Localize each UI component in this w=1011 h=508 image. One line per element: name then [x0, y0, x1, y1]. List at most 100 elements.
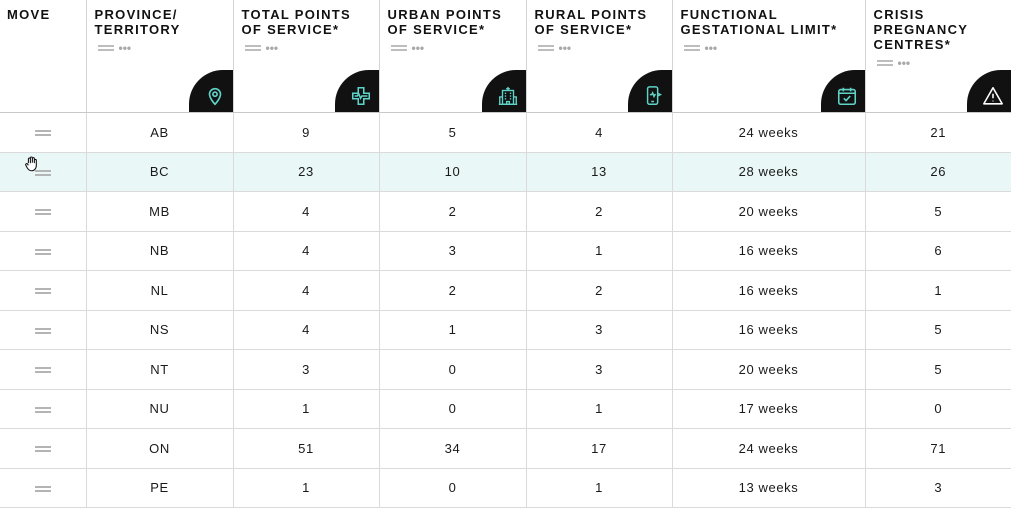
hospital-building-badge: [482, 70, 526, 112]
province-cell: PE: [86, 468, 233, 508]
calendar-check-icon: [836, 85, 858, 107]
column-label: URBAN POINTS OF SERVICE*: [380, 0, 526, 37]
more-options-icon[interactable]: •••: [119, 45, 132, 51]
crisis-centres-cell: 71: [865, 429, 1011, 469]
medical-cross-icon: [350, 85, 372, 107]
gestational-limit-cell: 20 weeks: [672, 350, 865, 390]
more-options-icon[interactable]: •••: [559, 45, 572, 51]
drag-handle-icon[interactable]: [35, 130, 51, 136]
move-cell[interactable]: [0, 389, 86, 429]
total-points-cell: 3: [233, 350, 379, 390]
urban-points-cell: 0: [379, 468, 526, 508]
drag-handle-icon[interactable]: [684, 45, 700, 51]
gestational-limit-cell: 20 weeks: [672, 192, 865, 232]
urban-points-cell: 10: [379, 152, 526, 192]
column-controls[interactable]: •••: [98, 45, 132, 51]
move-cell[interactable]: [0, 152, 86, 192]
column-header-rural[interactable]: RURAL POINTS OF SERVICE* •••: [526, 0, 672, 113]
drag-handle-icon[interactable]: [35, 486, 51, 492]
total-points-cell: 4: [233, 231, 379, 271]
column-header-gestational-limit[interactable]: FUNCTIONAL GESTATIONAL LIMIT* •••: [672, 0, 865, 113]
column-header-move: MOVE: [0, 0, 86, 113]
more-options-icon[interactable]: •••: [898, 60, 911, 66]
table-row: ON 51 34 17 24 weeks 71: [0, 429, 1011, 469]
urban-points-cell: 34: [379, 429, 526, 469]
drag-handle-icon[interactable]: [538, 45, 554, 51]
crisis-centres-cell: 3: [865, 468, 1011, 508]
rural-points-cell: 1: [526, 468, 672, 508]
table-row-highlighted[interactable]: BC 23 10 13 28 weeks 26: [0, 152, 1011, 192]
crisis-centres-cell: 26: [865, 152, 1011, 192]
column-header-urban[interactable]: URBAN POINTS OF SERVICE* •••: [379, 0, 526, 113]
drag-handle-icon[interactable]: [391, 45, 407, 51]
drag-handle-icon[interactable]: [35, 367, 51, 373]
map-pin-badge: [189, 70, 233, 112]
column-controls[interactable]: •••: [877, 60, 911, 66]
crisis-centres-cell: 5: [865, 350, 1011, 390]
header-row: MOVE PROVINCE/ TERRITORY ••• TOTAL POINT…: [0, 0, 1011, 113]
move-cell[interactable]: [0, 350, 86, 390]
move-cell[interactable]: [0, 468, 86, 508]
warning-triangle-badge: [967, 70, 1011, 112]
gestational-limit-cell: 13 weeks: [672, 468, 865, 508]
province-cell: NU: [86, 389, 233, 429]
gestational-limit-cell: 24 weeks: [672, 429, 865, 469]
urban-points-cell: 3: [379, 231, 526, 271]
rural-points-cell: 3: [526, 350, 672, 390]
drag-handle-icon[interactable]: [35, 328, 51, 334]
grab-hand-cursor-icon: [23, 155, 41, 173]
rural-points-cell: 2: [526, 192, 672, 232]
province-cell: NS: [86, 310, 233, 350]
drag-handle-icon[interactable]: [35, 288, 51, 294]
column-label: PROVINCE/ TERRITORY: [87, 0, 233, 37]
move-cell[interactable]: [0, 429, 86, 469]
drag-handle-icon[interactable]: [35, 209, 51, 215]
province-cell: ON: [86, 429, 233, 469]
drag-handle-icon[interactable]: [35, 249, 51, 255]
move-cell[interactable]: [0, 271, 86, 311]
column-controls[interactable]: •••: [538, 45, 572, 51]
column-label: CRISIS PREGNANCY CENTRES*: [866, 0, 1011, 52]
drag-handle-icon[interactable]: [35, 407, 51, 413]
rural-points-cell: 4: [526, 113, 672, 153]
move-cell[interactable]: [0, 231, 86, 271]
rural-points-cell: 13: [526, 152, 672, 192]
crisis-centres-cell: 0: [865, 389, 1011, 429]
province-cell: NB: [86, 231, 233, 271]
column-controls[interactable]: •••: [684, 45, 718, 51]
total-points-cell: 1: [233, 389, 379, 429]
drag-handle-icon[interactable]: [877, 60, 893, 66]
table-row: NU 1 0 1 17 weeks 0: [0, 389, 1011, 429]
gestational-limit-cell: 17 weeks: [672, 389, 865, 429]
column-header-crisis-centres[interactable]: CRISIS PREGNANCY CENTRES* •••: [865, 0, 1011, 113]
column-header-total[interactable]: TOTAL POINTS OF SERVICE* •••: [233, 0, 379, 113]
telehealth-phone-badge: [628, 70, 672, 112]
more-options-icon[interactable]: •••: [705, 45, 718, 51]
move-cell[interactable]: [0, 192, 86, 232]
total-points-cell: 4: [233, 271, 379, 311]
drag-handle-icon[interactable]: [98, 45, 114, 51]
total-points-cell: 9: [233, 113, 379, 153]
move-cell[interactable]: [0, 113, 86, 153]
total-points-cell: 51: [233, 429, 379, 469]
crisis-centres-cell: 6: [865, 231, 1011, 271]
gestational-limit-cell: 16 weeks: [672, 310, 865, 350]
total-points-cell: 4: [233, 192, 379, 232]
medical-cross-badge: [335, 70, 379, 112]
rural-points-cell: 1: [526, 231, 672, 271]
table-row: NT 3 0 3 20 weeks 5: [0, 350, 1011, 390]
total-points-cell: 1: [233, 468, 379, 508]
column-header-province[interactable]: PROVINCE/ TERRITORY •••: [86, 0, 233, 113]
crisis-centres-cell: 21: [865, 113, 1011, 153]
column-controls[interactable]: •••: [391, 45, 425, 51]
drag-handle-icon[interactable]: [245, 45, 261, 51]
gestational-limit-cell: 16 weeks: [672, 271, 865, 311]
more-options-icon[interactable]: •••: [266, 45, 279, 51]
move-cell[interactable]: [0, 310, 86, 350]
rural-points-cell: 3: [526, 310, 672, 350]
more-options-icon[interactable]: •••: [412, 45, 425, 51]
drag-handle-icon[interactable]: [35, 446, 51, 452]
column-controls[interactable]: •••: [245, 45, 279, 51]
gestational-limit-cell: 24 weeks: [672, 113, 865, 153]
